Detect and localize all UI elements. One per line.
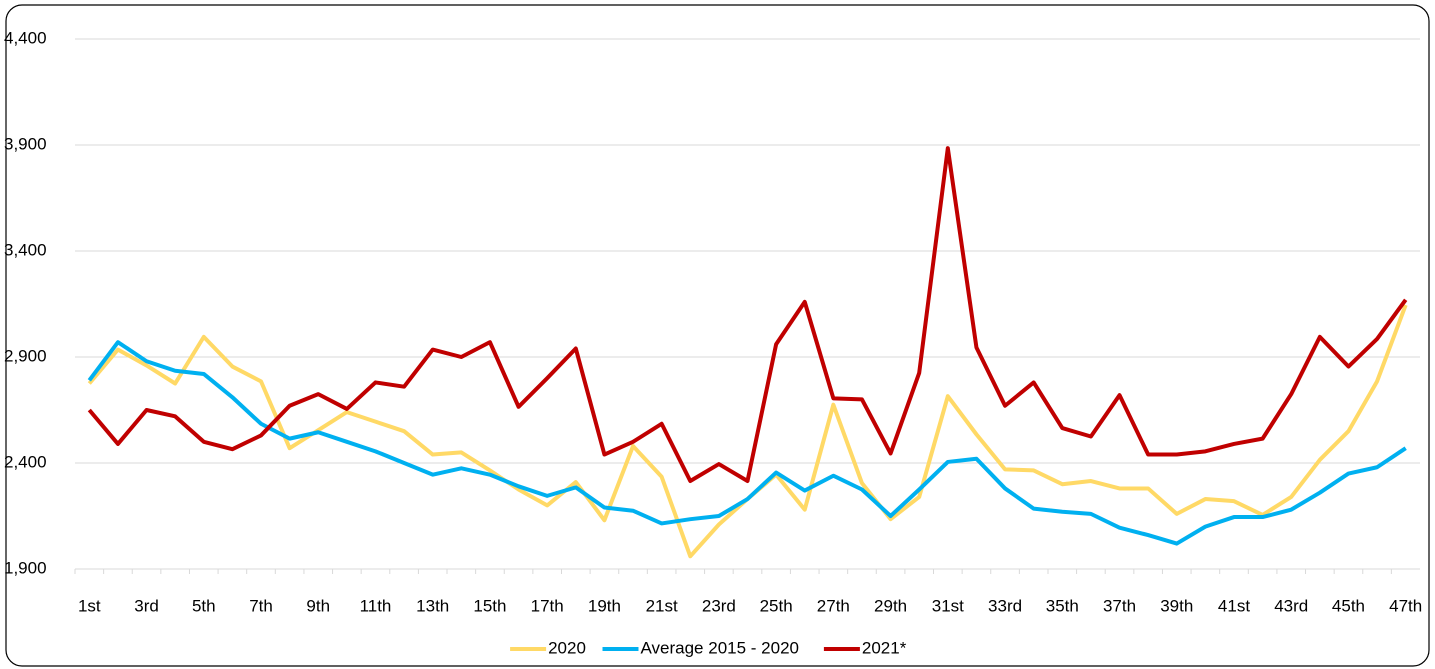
line-series [87, 146, 1408, 484]
x-tick-label: 17th [531, 596, 564, 615]
x-tick-label: 33rd [988, 596, 1022, 615]
x-tick-label: 31st [932, 596, 964, 615]
x-tick-label: 23rd [702, 596, 736, 615]
x-tick-label: 3rd [134, 596, 159, 615]
y-tick-label: 3,900 [4, 134, 47, 153]
x-tick-label: 19th [588, 596, 621, 615]
y-tick-label: 4,400 [4, 28, 47, 47]
legend-label: Average 2015 - 2020 [641, 638, 799, 657]
x-tick-label: 15th [473, 596, 506, 615]
x-tick-label: 7th [249, 596, 273, 615]
x-tick-label: 11th [360, 596, 392, 615]
x-tick-label: 45th [1332, 596, 1365, 615]
x-tick-label: 29th [874, 596, 907, 615]
x-tick-label: 9th [306, 596, 330, 615]
y-tick-label: 2,400 [4, 452, 47, 471]
x-tick-label: 1st [78, 596, 101, 615]
y-tick-label: 3,400 [4, 240, 47, 259]
line-series [87, 304, 1408, 559]
x-tick-label: 39th [1160, 596, 1193, 615]
x-tick-label: 25th [760, 596, 793, 615]
x-tick-label: 47th [1389, 596, 1422, 615]
x-tick-label: 13th [416, 596, 449, 615]
x-tick-label: 37th [1103, 596, 1136, 615]
line-series [87, 340, 1407, 546]
x-tick-label: 43rd [1274, 596, 1308, 615]
x-tick-label: 35th [1046, 596, 1079, 615]
chart-border [5, 4, 1430, 667]
legend-label: 2020 [548, 638, 586, 657]
x-tick-label: 5th [192, 596, 216, 615]
y-tick-label: 2,900 [4, 346, 47, 365]
x-tick-label: 21st [646, 596, 678, 615]
x-tick-label: 27th [817, 596, 850, 615]
x-tick-label: 41st [1218, 596, 1250, 615]
y-tick-label: 1,900 [4, 558, 47, 577]
legend-label: 2021* [862, 638, 907, 657]
